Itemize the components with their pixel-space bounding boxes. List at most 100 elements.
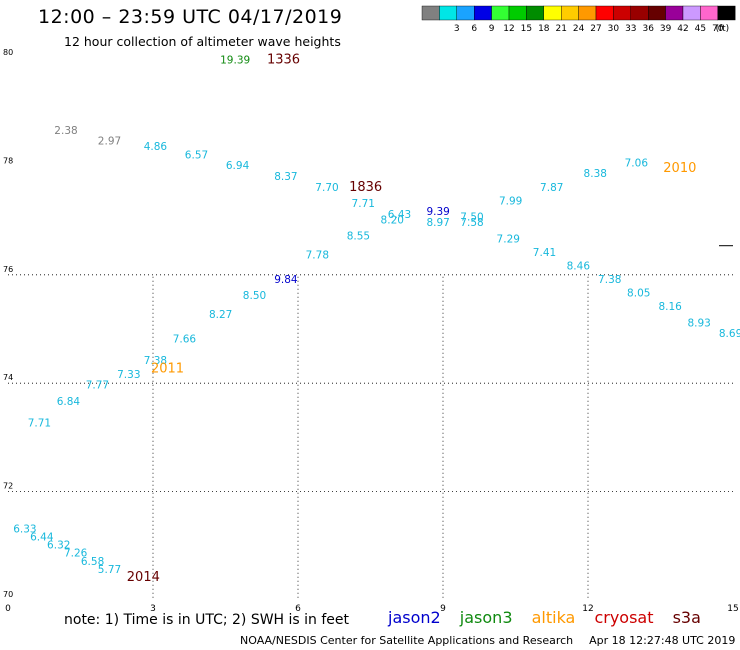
swh-value-label: 7.26 (64, 548, 88, 560)
scale-tick-label: 30 (608, 24, 620, 34)
swh-value-label: 8.55 (347, 231, 370, 243)
scale-swatch (439, 5, 457, 21)
swh-value-label: 6.43 (388, 209, 411, 221)
scale-swatch (421, 5, 440, 21)
swh-value-label: 6.94 (226, 160, 250, 172)
swh-value-label: 8.97 (426, 217, 449, 229)
swh-value-label: 8.46 (567, 260, 591, 272)
swh-value-label: 7.38 (144, 355, 167, 367)
y-tick-label: 72 (3, 482, 13, 491)
scale-swatch (682, 5, 701, 21)
swh-value-label: 6.44 (30, 531, 54, 543)
scale-swatch (491, 5, 510, 21)
swh-value-label: 7.33 (117, 369, 140, 381)
credit-text: NOAA/NESDIS Center for Satellite Applica… (240, 634, 574, 647)
scale-swatch (613, 5, 632, 21)
scale-tick-label: 39 (660, 24, 672, 34)
swh-value-label: 7.50 (460, 212, 483, 224)
scale-tick-label: 21 (555, 24, 566, 34)
swh-value-label: 7.78 (306, 250, 329, 262)
swh-value-label: 6.32 (47, 540, 70, 552)
swh-value-label: 8.20 (381, 214, 404, 226)
swh-value-label: 6.57 (185, 149, 208, 161)
chart-title: 12:00 – 23:59 UTC 04/17/2019 (38, 6, 343, 28)
swh-value-label: 2.97 (98, 136, 121, 148)
scale-swatch (578, 5, 597, 21)
x-tick-label: 15 (727, 604, 738, 614)
swh-value-label: 8.93 (687, 317, 710, 329)
scale-tick-label: 33 (625, 24, 636, 34)
scale-swatch (526, 5, 545, 21)
sat-jason2: jason2 (388, 608, 441, 627)
x-tick-label: 3 (150, 604, 156, 614)
swh-value-label: 7.99 (499, 195, 522, 207)
scale-tick-label: 3 (454, 24, 460, 34)
chart-subtitle: 12 hour collection of altimeter wave hei… (64, 34, 341, 49)
scale-swatch (543, 5, 562, 21)
swh-value-label: 7.41 (533, 247, 556, 259)
scale-swatch (630, 5, 649, 21)
swh-value-label: 6.33 (13, 523, 36, 535)
swh-value-label: 9.39 (426, 206, 449, 218)
scale-tick-label: 6 (471, 24, 477, 34)
swh-value-label: 7.38 (598, 274, 621, 286)
swh-value-label: 7.70 (315, 182, 338, 194)
y-tick-label: 74 (3, 373, 13, 382)
y-tick-label: 70 (3, 590, 13, 599)
scale-unit: (ft) (716, 24, 730, 34)
swh-value-label: 7.87 (540, 182, 563, 194)
pass-time-label: 2010 (663, 161, 696, 176)
swh-value-label: 8.16 (658, 301, 682, 313)
scale-swatch (700, 5, 719, 21)
credit-line: NOAA/NESDIS Center for Satellite Applica… (240, 634, 735, 647)
scale-tick-label: 24 (573, 24, 585, 34)
pass-time-label: 2014 (127, 570, 160, 585)
scale-tick-label: 45 (695, 24, 706, 34)
x-tick-label: 0 (5, 604, 11, 614)
scale-tick-label: 36 (642, 24, 654, 34)
scale-swatch (474, 5, 492, 21)
x-tick-label: 6 (295, 604, 301, 614)
scale-swatch (648, 5, 666, 21)
scale-swatch (561, 5, 579, 21)
swh-value-label: 8.27 (209, 309, 232, 321)
y-tick-label: 76 (3, 265, 13, 274)
footer-note: note: 1) Time is in UTC; 2) SWH is in fe… (64, 612, 350, 628)
swh-value-label: 6.84 (57, 396, 81, 408)
swh-value-label: 7.66 (173, 334, 197, 346)
pass-time-label: 1336 (267, 52, 300, 67)
x-tick-label: 12 (582, 604, 593, 614)
sat-jason3: jason3 (459, 608, 513, 627)
swh-value-label: 7.29 (497, 233, 520, 245)
swh-value-label: 8.69 (719, 328, 740, 340)
swh-value-label: 4.86 (144, 141, 168, 153)
swh-value-label: 7.71 (352, 198, 375, 210)
satellite-legend: jason2 jason3 altika cryosat s3a (388, 608, 715, 627)
scale-swatch (595, 5, 614, 21)
scale-tick-label: 70 (712, 24, 724, 34)
swh-value-label: 2.38 (54, 125, 77, 137)
pass-time-label: 1836 (349, 180, 382, 195)
scale-swatch (456, 5, 475, 21)
swh-value-label: 8.37 (274, 171, 297, 183)
swh-value-label: 19.39 (220, 54, 250, 66)
x-tick-label: 9 (440, 604, 446, 614)
sat-cryosat: cryosat (594, 608, 654, 627)
swh-value-label: 9.84 (274, 274, 298, 286)
swh-value-label: 8.38 (584, 168, 607, 180)
y-tick-label: 80 (3, 48, 13, 57)
swh-value-label: 6.58 (81, 556, 104, 568)
sat-s3a: s3a (672, 608, 701, 627)
swh-value-label: 7.77 (86, 380, 109, 392)
swh-value-label: 8.50 (243, 290, 266, 302)
pass-time-label: 2011 (151, 361, 184, 376)
credit-timestamp: Apr 18 12:27:48 UTC 2019 (589, 634, 736, 647)
scale-tick-label: 9 (489, 24, 495, 34)
swh-value-label: 8.05 (627, 287, 650, 299)
scale-tick-label: 15 (521, 24, 532, 34)
scale-swatch (508, 5, 527, 21)
y-tick-label: 78 (3, 156, 13, 165)
swh-value-label: 5.77 (98, 564, 121, 576)
scale-tick-label: 42 (677, 24, 688, 34)
